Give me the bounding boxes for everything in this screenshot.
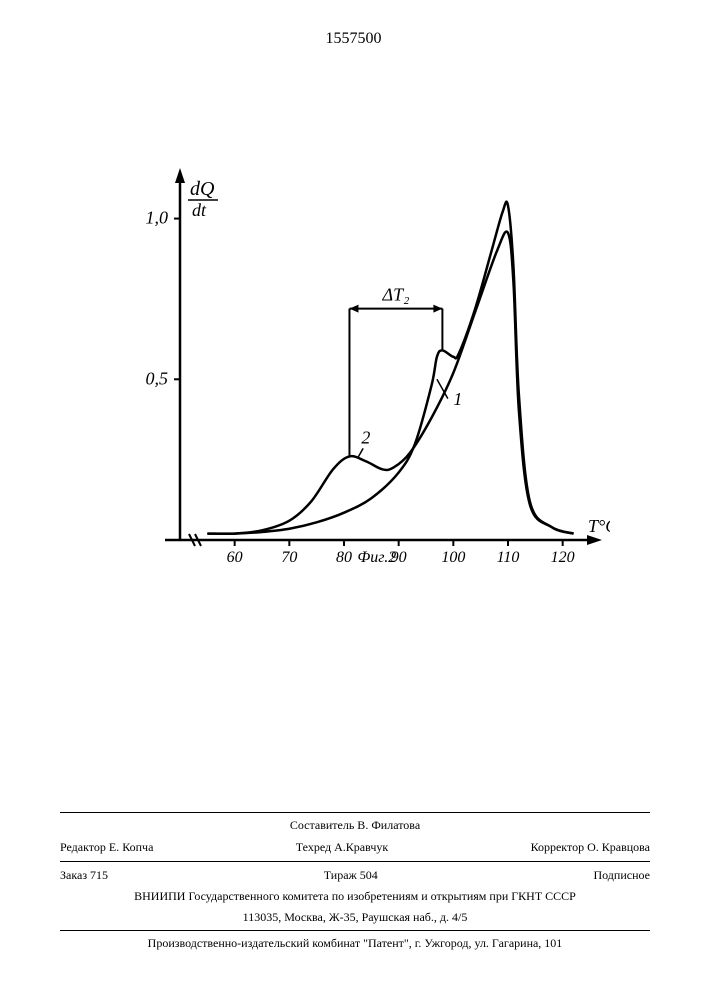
editor: Редактор Е. Копча [60, 839, 153, 856]
svg-text:dQ: dQ [190, 178, 215, 200]
subscription: Подписное [593, 867, 650, 884]
svg-text:100: 100 [441, 549, 465, 566]
tirage: Тираж 504 [324, 867, 378, 884]
address-line-1: 113035, Москва, Ж-35, Раушская наб., д. … [60, 907, 650, 928]
compiler-line: Составитель В. Филатова [60, 815, 650, 836]
curve-1 [207, 202, 573, 534]
svg-text:ΔT₂: ΔT₂ [382, 285, 410, 305]
svg-text:1,0: 1,0 [146, 208, 169, 228]
imprint-block: Составитель В. Филатова Редактор Е. Копч… [60, 810, 650, 954]
techred: Техред А.Кравчук [296, 839, 388, 856]
dsc-chart: 0,51,0dQdt60708090100110120T°CΔT₂12Фиг.2 [110, 160, 610, 590]
svg-text:70: 70 [281, 549, 297, 566]
org-line-1: ВНИИПИ Государственного комитета по изоб… [60, 886, 650, 907]
org-line-2: Производственно-издательский комбинат "П… [60, 933, 650, 954]
page-number: 1557500 [326, 30, 382, 48]
svg-text:0,5: 0,5 [146, 368, 169, 388]
divider [60, 812, 650, 813]
svg-text:2: 2 [361, 428, 370, 448]
svg-text:T°C: T°C [588, 516, 610, 536]
svg-text:120: 120 [551, 549, 575, 566]
svg-text:dt: dt [192, 200, 207, 220]
divider [60, 930, 650, 931]
order-number: Заказ 715 [60, 867, 108, 884]
svg-text:60: 60 [227, 549, 243, 566]
svg-text:Фиг.2: Фиг.2 [357, 549, 396, 566]
svg-text:1: 1 [453, 389, 462, 409]
corrector: Корректор О. Кравцова [531, 839, 650, 856]
svg-text:110: 110 [497, 549, 520, 566]
divider [60, 861, 650, 862]
svg-text:80: 80 [336, 549, 352, 566]
